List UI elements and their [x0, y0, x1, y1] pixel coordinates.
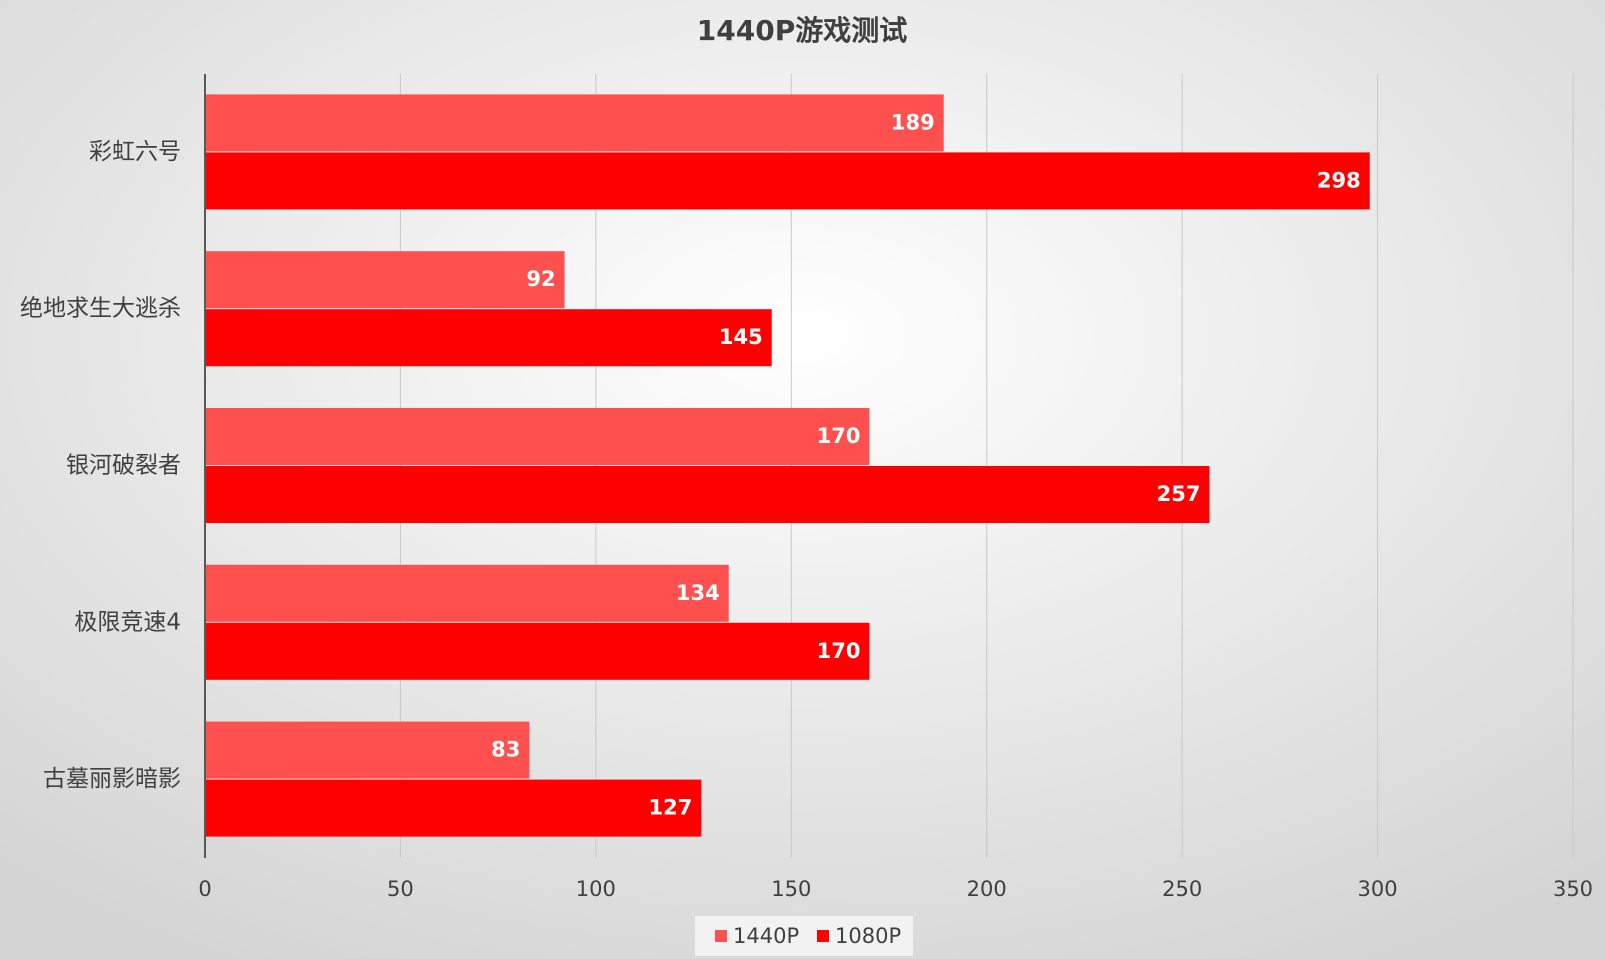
x-tick-label: 200 — [967, 877, 1007, 901]
x-tick-label: 150 — [771, 877, 811, 901]
bar — [205, 309, 772, 367]
y-tick-label: 彩虹六号 — [89, 139, 181, 165]
y-tick-label: 绝地求生大逃杀 — [20, 296, 181, 322]
legend-label: 1440P — [733, 924, 799, 948]
x-tick-label: 0 — [198, 877, 211, 901]
x-tick-label: 350 — [1553, 877, 1593, 901]
value-label: 170 — [817, 639, 861, 663]
bar — [205, 94, 944, 152]
bar — [205, 251, 565, 309]
bar — [205, 564, 729, 622]
value-label: 127 — [649, 796, 693, 820]
x-tick-label: 250 — [1162, 877, 1202, 901]
value-label: 189 — [891, 110, 935, 134]
bar — [205, 779, 702, 837]
value-label: 83 — [491, 738, 520, 762]
value-label: 92 — [526, 267, 555, 291]
legend-box — [695, 916, 913, 956]
value-label: 134 — [676, 581, 720, 605]
x-tick-label: 50 — [387, 877, 414, 901]
value-label: 298 — [1317, 168, 1361, 192]
bar — [205, 721, 530, 779]
value-label: 170 — [817, 424, 861, 448]
legend-swatch — [715, 930, 727, 942]
x-tick-label: 300 — [1358, 877, 1398, 901]
y-tick-label: 古墓丽影暗影 — [43, 766, 181, 792]
bar — [205, 152, 1370, 210]
value-label: 257 — [1157, 482, 1201, 506]
chart-title: 1440P游戏测试 — [697, 14, 907, 47]
legend-label: 1080P — [835, 924, 901, 948]
bar — [205, 622, 870, 680]
y-tick-label: 银河破裂者 — [66, 453, 181, 479]
y-tick-label: 极限竞速4 — [74, 609, 181, 635]
bar — [205, 466, 1210, 523]
legend-swatch — [817, 930, 829, 942]
x-tick-label: 100 — [576, 877, 616, 901]
bar — [205, 408, 870, 465]
value-label: 145 — [719, 325, 763, 349]
